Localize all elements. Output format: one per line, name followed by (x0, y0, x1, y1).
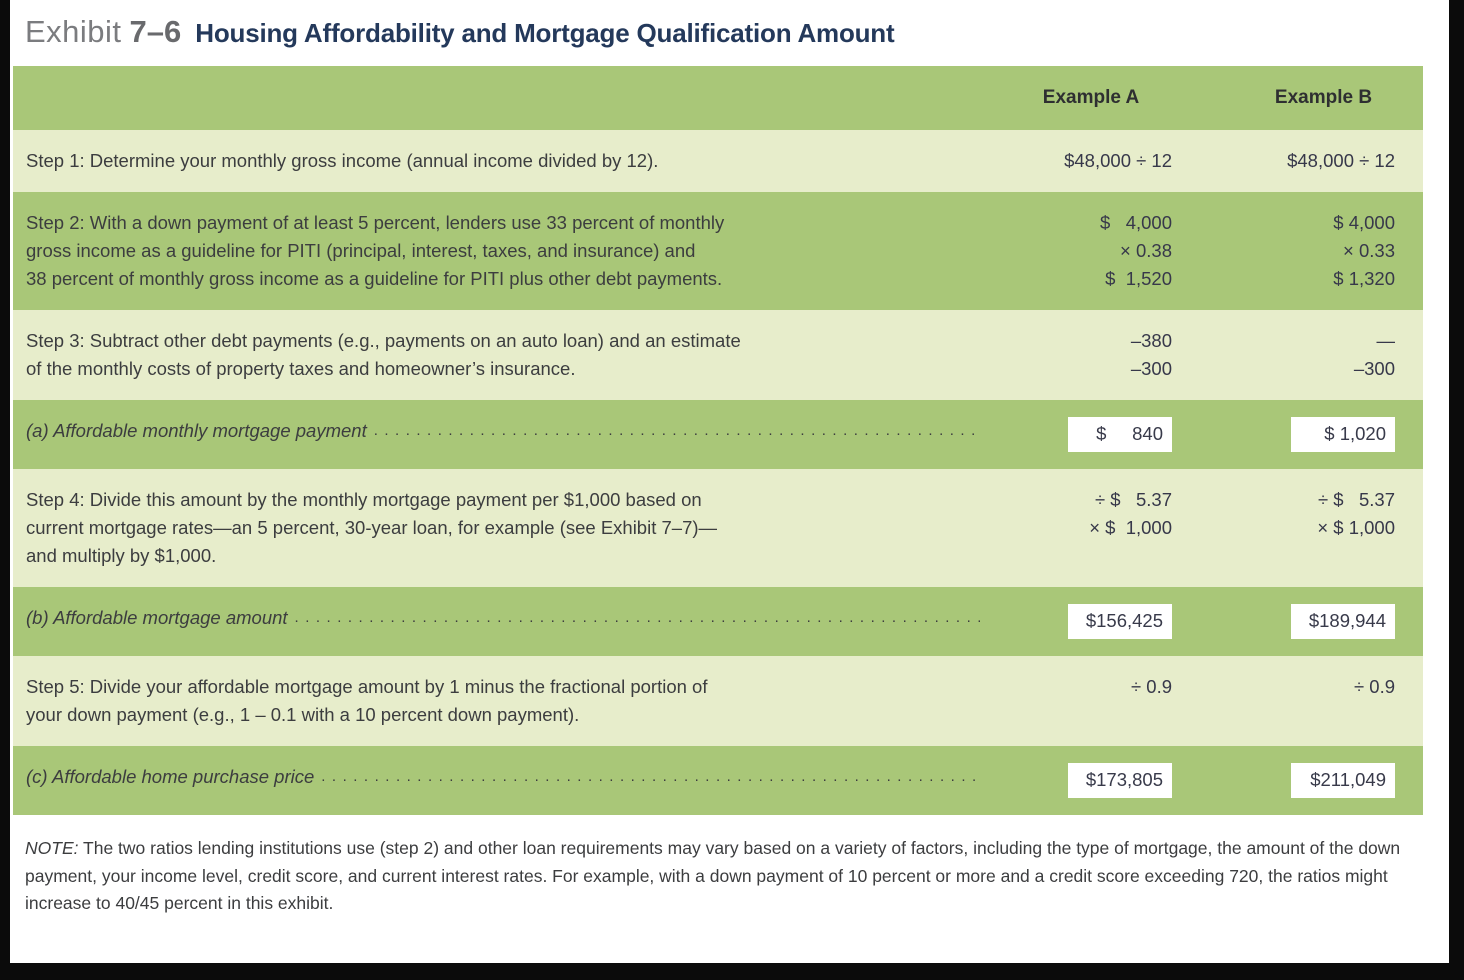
value-box: $211,049 (1291, 763, 1395, 798)
value-box: $ 1,020 (1291, 417, 1395, 452)
result-b-label-cell: (b) Affordable mortgage amount .........… (13, 604, 1010, 639)
result-a-label: (a) Affordable monthly mortgage payment (26, 420, 367, 441)
value-line: ÷ $ 5.37 (1317, 489, 1395, 510)
value-line: × 0.38 (1120, 240, 1172, 261)
step-2-line-3: 38 percent of monthly gross income as a … (26, 268, 723, 289)
table-row-result-b: (b) Affordable mortgage amount .........… (13, 587, 1423, 656)
value-line: ÷ 0.9 (1353, 676, 1395, 697)
value-line: $ 4,000 (1099, 212, 1172, 233)
step-3-label: Step 3: Subtract other debt payments (e.… (13, 327, 1010, 383)
result-a-value-a: $ 840 (1010, 417, 1190, 452)
header-label-cell (13, 84, 1010, 112)
table-row-result-c: (c) Affordable home purchase price .....… (13, 746, 1423, 815)
header-example-a: Example A (1042, 87, 1140, 108)
step-5-value-b: ÷ 0.9 (1190, 673, 1423, 729)
table-row-step-2: Step 2: With a down payment of at least … (13, 192, 1423, 310)
step-3-line-1: Step 3: Subtract other debt payments (e.… (26, 330, 741, 351)
value-line: ÷ $ 5.37 (1094, 489, 1172, 510)
value-line: –300 (1353, 358, 1395, 379)
step-4-value-b: ÷ $ 5.37 × $ 1,000 (1190, 486, 1423, 570)
result-b-value-a: $156,425 (1010, 604, 1190, 639)
step-3-value-a: –380 –300 (1010, 327, 1190, 383)
step-1-value-b: $48,000 ÷ 12 (1190, 147, 1423, 175)
table-row-step-5: Step 5: Divide your affordable mortgage … (13, 656, 1423, 746)
affordability-table: Example A Example B Step 1: Determine yo… (13, 66, 1423, 815)
value-box: $189,944 (1291, 604, 1395, 639)
leader-dots: ........................................… (373, 422, 980, 439)
value-box: $ 840 (1068, 417, 1172, 452)
step-1-label: Step 1: Determine your monthly gross inc… (13, 147, 1010, 175)
leader-dots: ........................................… (321, 768, 980, 785)
value-line: × $ 1,000 (1317, 517, 1395, 538)
step-4-line-2: current mortgage rates—an 5 percent, 30-… (26, 517, 718, 538)
result-c-value-a: $173,805 (1010, 763, 1190, 798)
step-4-line-3: and multiply by $1,000. (26, 545, 217, 566)
value-line: $48,000 ÷ 12 (1064, 150, 1172, 171)
step-5-line-1: Step 5: Divide your affordable mortgage … (26, 676, 708, 697)
note-label: NOTE: (25, 838, 79, 858)
value-box: $156,425 (1068, 604, 1172, 639)
result-a-value-b: $ 1,020 (1190, 417, 1423, 452)
table-row-step-1: Step 1: Determine your monthly gross inc… (13, 130, 1423, 192)
exhibit-number: 7–6 (129, 14, 182, 49)
step-4-label: Step 4: Divide this amount by the monthl… (13, 486, 1010, 570)
step-5-line-2: your down payment (e.g., 1 – 0.1 with a … (26, 704, 580, 725)
value-box: $173,805 (1068, 763, 1172, 798)
header-example-b: Example B (1274, 87, 1373, 108)
value-line: × $ 1,000 (1089, 517, 1172, 538)
result-c-label-cell: (c) Affordable home purchase price .....… (13, 763, 1010, 798)
step-4-value-a: ÷ $ 5.37 × $ 1,000 (1010, 486, 1190, 570)
exhibit-heading: Housing Affordability and Mortgage Quali… (195, 18, 895, 48)
step-2-value-a: $ 4,000 × 0.38 $ 1,520 (1010, 209, 1190, 293)
textbook-page: Exhibit 7–6 Housing Affordability and Mo… (10, 0, 1449, 963)
result-a-label-cell: (a) Affordable monthly mortgage payment … (13, 417, 1010, 452)
step-3-value-b: — –300 (1190, 327, 1423, 383)
result-b-label: (b) Affordable mortgage amount (26, 607, 288, 628)
table-row-result-a: (a) Affordable monthly mortgage payment … (13, 400, 1423, 469)
result-c-value-b: $211,049 (1190, 763, 1423, 798)
note-text: The two ratios lending institutions use … (25, 838, 1401, 913)
exhibit-word: Exhibit (25, 14, 122, 49)
exhibit-title: Exhibit 7–6 Housing Affordability and Mo… (13, 8, 1423, 50)
step-1-line-1: Step 1: Determine your monthly gross inc… (26, 150, 659, 171)
step-2-line-2: gross income as a guideline for PITI (pr… (26, 240, 696, 261)
value-line: $ 1,520 (1105, 268, 1172, 289)
leader-dots: ........................................… (294, 609, 980, 626)
result-c-label: (c) Affordable home purchase price (26, 766, 315, 787)
result-b-value-b: $189,944 (1190, 604, 1423, 639)
table-row-step-4: Step 4: Divide this amount by the monthl… (13, 469, 1423, 587)
value-line: $48,000 ÷ 12 (1287, 150, 1395, 171)
step-2-line-1: Step 2: With a down payment of at least … (26, 212, 725, 233)
value-line: — (1376, 330, 1396, 351)
step-1-value-a: $48,000 ÷ 12 (1010, 147, 1190, 175)
step-5-value-a: ÷ 0.9 (1010, 673, 1190, 729)
table-row-step-3: Step 3: Subtract other debt payments (e.… (13, 310, 1423, 400)
page-inner: Exhibit 7–6 Housing Affordability and Mo… (10, 0, 1449, 918)
value-line: $ 4,000 (1333, 212, 1395, 233)
step-2-label: Step 2: With a down payment of at least … (13, 209, 1010, 293)
value-line: × 0.33 (1343, 240, 1395, 261)
value-line: –300 (1130, 358, 1172, 379)
step-5-label: Step 5: Divide your affordable mortgage … (13, 673, 1010, 729)
table-header-row: Example A Example B (13, 66, 1423, 130)
step-4-line-1: Step 4: Divide this amount by the monthl… (26, 489, 702, 510)
exhibit-note: NOTE: The two ratios lending institution… (25, 835, 1411, 918)
value-line: ÷ 0.9 (1130, 676, 1172, 697)
step-3-line-2: of the monthly costs of property taxes a… (26, 358, 576, 379)
value-line: –380 (1130, 330, 1172, 351)
step-2-value-b: $ 4,000 × 0.33 $ 1,320 (1190, 209, 1423, 293)
value-line: $ 1,320 (1333, 268, 1395, 289)
